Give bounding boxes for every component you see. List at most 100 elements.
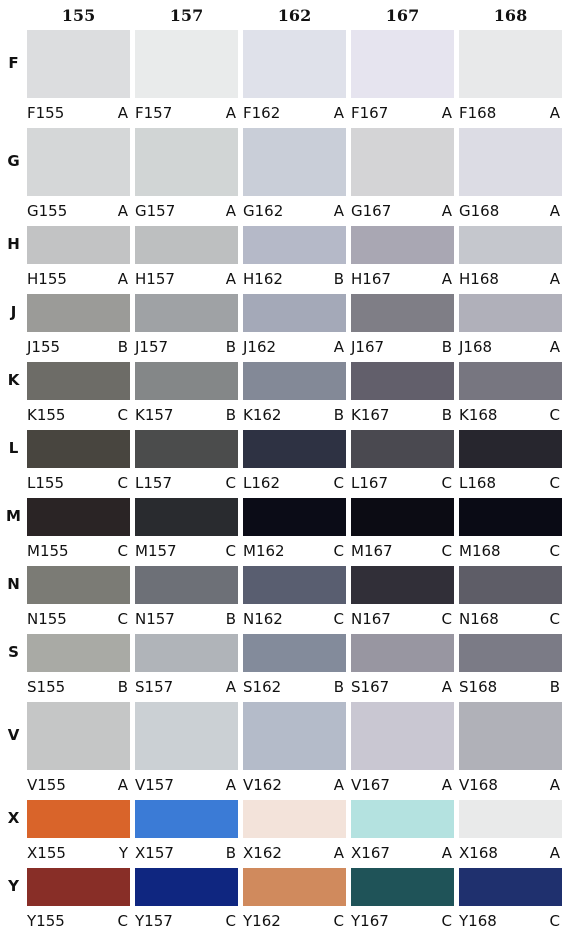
color-swatch xyxy=(459,868,562,906)
swatch-code: J155 xyxy=(27,338,61,356)
swatch-grade: B xyxy=(333,678,344,696)
color-swatch xyxy=(27,362,130,400)
color-swatch xyxy=(243,702,346,770)
swatch-code: G162 xyxy=(243,202,284,220)
swatch-code: H162 xyxy=(243,270,283,288)
swatch-code: S157 xyxy=(135,678,174,696)
swatch-grade: A xyxy=(441,678,452,696)
swatch-grade: C xyxy=(549,912,560,930)
color-swatch xyxy=(351,868,454,906)
swatch-grade: A xyxy=(441,270,452,288)
color-swatch xyxy=(27,226,130,264)
swatch-code: Y168 xyxy=(459,912,497,930)
swatch-grade: A xyxy=(549,104,560,122)
color-swatch xyxy=(135,868,238,906)
swatch-code: J162 xyxy=(243,338,277,356)
row-label: L xyxy=(8,439,19,457)
color-swatch xyxy=(243,634,346,672)
swatch-grade: A xyxy=(225,270,236,288)
color-swatch xyxy=(351,634,454,672)
column-header: 155 xyxy=(61,6,96,25)
swatch-grade: A xyxy=(117,202,128,220)
swatch-code: F168 xyxy=(459,104,497,122)
color-swatch xyxy=(243,362,346,400)
swatch-code: X157 xyxy=(135,844,174,862)
swatch-grade: C xyxy=(441,912,452,930)
color-swatch xyxy=(243,128,346,196)
swatch-grade: A xyxy=(333,776,344,794)
swatch-grade: B xyxy=(225,610,236,628)
color-swatch xyxy=(243,566,346,604)
swatch-grade: B xyxy=(333,406,344,424)
color-swatch xyxy=(351,226,454,264)
swatch-grade: Y xyxy=(118,844,128,862)
color-swatch xyxy=(459,226,562,264)
swatch-code: V155 xyxy=(27,776,66,794)
swatch-code: J168 xyxy=(459,338,493,356)
swatch-grade: B xyxy=(441,338,452,356)
swatch-code: K167 xyxy=(351,406,390,424)
swatch-code: K162 xyxy=(243,406,282,424)
swatch-grade: B xyxy=(117,338,128,356)
swatch-grade: A xyxy=(333,202,344,220)
color-swatch xyxy=(243,868,346,906)
swatch-grade: C xyxy=(225,474,236,492)
color-swatch xyxy=(351,800,454,838)
swatch-grade: C xyxy=(549,610,560,628)
color-swatch xyxy=(27,30,130,98)
row-label: G xyxy=(7,152,20,170)
color-swatch xyxy=(135,566,238,604)
color-swatch xyxy=(459,702,562,770)
swatch-grade: B xyxy=(225,338,236,356)
swatch-code: V168 xyxy=(459,776,498,794)
color-swatch xyxy=(243,30,346,98)
swatch-grade: C xyxy=(549,406,560,424)
swatch-grade: A xyxy=(225,678,236,696)
swatch-code: N155 xyxy=(27,610,67,628)
swatch-code: G167 xyxy=(351,202,392,220)
swatch-grade: C xyxy=(441,474,452,492)
column-header: 162 xyxy=(277,6,312,25)
swatch-grade: A xyxy=(441,202,452,220)
swatch-code: L167 xyxy=(351,474,388,492)
swatch-grade: C xyxy=(225,912,236,930)
color-swatch xyxy=(351,566,454,604)
swatch-grade: B xyxy=(225,844,236,862)
swatch-code: L155 xyxy=(27,474,64,492)
swatch-code: V157 xyxy=(135,776,174,794)
swatch-grade: C xyxy=(117,406,128,424)
swatch-grade: A xyxy=(549,338,560,356)
color-swatch xyxy=(351,30,454,98)
swatch-grade: A xyxy=(225,202,236,220)
swatch-code: H157 xyxy=(135,270,175,288)
color-swatch xyxy=(135,430,238,468)
swatch-code: M155 xyxy=(27,542,69,560)
color-swatch xyxy=(27,128,130,196)
color-swatch xyxy=(27,868,130,906)
swatch-code: X155 xyxy=(27,844,66,862)
color-swatch xyxy=(27,800,130,838)
swatch-code: X168 xyxy=(459,844,498,862)
color-swatch xyxy=(243,226,346,264)
swatch-grade: B xyxy=(333,270,344,288)
swatch-code: S168 xyxy=(459,678,498,696)
swatch-grade: C xyxy=(549,542,560,560)
color-swatch xyxy=(351,362,454,400)
color-swatch xyxy=(135,128,238,196)
swatch-grade: C xyxy=(333,542,344,560)
color-swatch xyxy=(135,30,238,98)
color-swatch xyxy=(351,128,454,196)
color-swatch xyxy=(243,430,346,468)
swatch-code: V167 xyxy=(351,776,390,794)
swatch-grade: A xyxy=(225,104,236,122)
swatch-code: M157 xyxy=(135,542,177,560)
color-swatch xyxy=(351,498,454,536)
swatch-code: K168 xyxy=(459,406,498,424)
color-swatch xyxy=(135,702,238,770)
swatch-code: S155 xyxy=(27,678,66,696)
swatch-code: S167 xyxy=(351,678,390,696)
swatch-code: N168 xyxy=(459,610,499,628)
color-swatch xyxy=(459,30,562,98)
row-label: H xyxy=(7,235,20,253)
swatch-grade: C xyxy=(441,542,452,560)
